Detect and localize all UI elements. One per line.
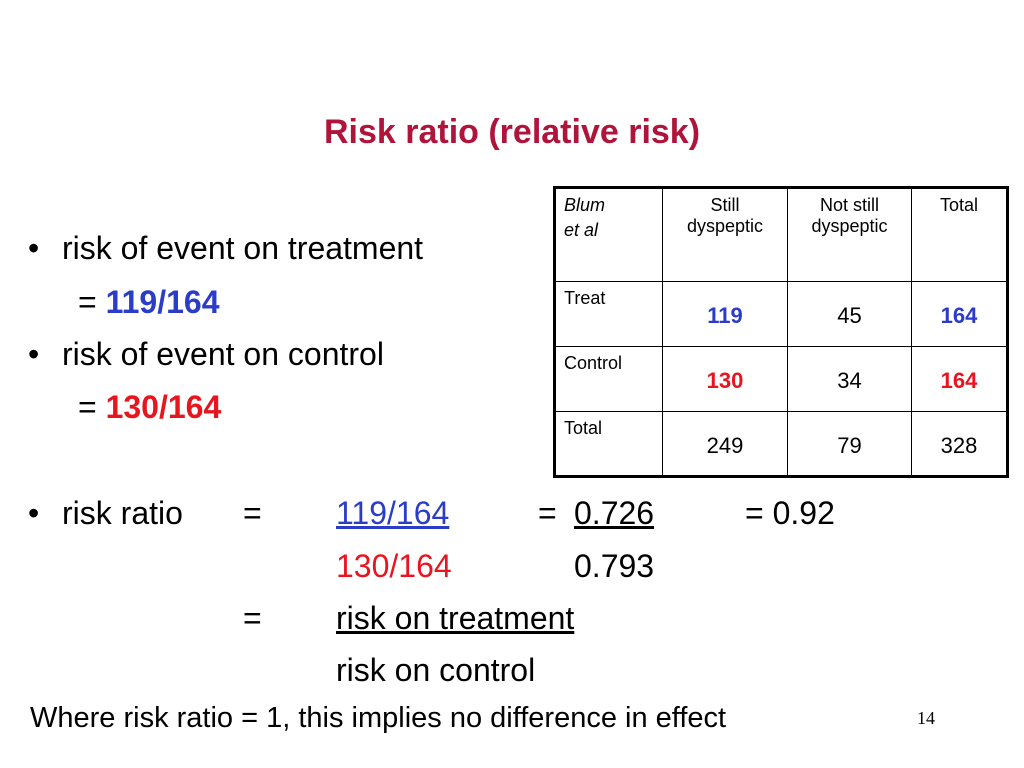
col-header-not-still-dyspeptic: Not still dyspeptic [787,187,912,282]
blum-data-table: Blum et al Still dyspeptic Not still dys… [553,186,1009,478]
equals-sign: = [78,389,97,425]
words-numerator: risk on treatment [336,600,575,636]
ratio-numerator: 119/164 [336,495,450,531]
cell-treat-still: 119 [662,281,788,347]
col-header-still-dyspeptic: Still dyspeptic [662,187,788,282]
bullet-dot: • [28,336,40,372]
cell-control-not-still: 34 [787,346,912,412]
control-fraction: 130/164 [105,389,222,425]
equals-sign: = [78,284,97,320]
bullet-risk-ratio: • risk ratio [28,493,183,533]
decimal-denominator: 0.793 [574,548,655,584]
table-corner-cell: Blum et al [554,187,663,282]
bullet-text: risk of event on treatment [62,230,424,266]
row-label-treat: Treat [554,281,663,347]
page-number: 14 [917,708,935,728]
bullet-dot: • [28,495,40,531]
bullet-control-risk: • risk of event on control [28,334,384,374]
control-risk-value: = 130/164 [78,387,221,427]
col-header-line2: dyspeptic [811,216,888,236]
cell-control-total: 164 [911,346,1008,412]
table-row: Treat 119 45 164 [554,281,1008,347]
ratio-equals: = [243,495,262,531]
cell-control-still: 130 [662,346,788,412]
col-header-line1: Still [710,195,740,215]
corner-label-line2: et al [564,220,599,240]
table-row: Total 249 79 328 [554,411,1008,477]
cell-treat-total: 164 [911,281,1008,347]
treatment-risk-value: = 119/164 [78,282,219,322]
ratio-denominator: 130/164 [336,548,452,584]
bullet-text: risk ratio [62,495,183,531]
col-header-line1: Not still [819,195,879,215]
col-header-total: Total [911,187,1008,282]
cell-total-not-still: 79 [787,411,912,477]
cell-treat-not-still: 45 [787,281,912,347]
row-label-control: Control [554,346,663,412]
cell-total-still: 249 [662,411,788,477]
footer-note: Where risk ratio = 1, this implies no di… [30,702,727,734]
col-header-line2: dyspeptic [686,216,764,236]
bullet-text: risk of event on control [62,336,384,372]
bullet-treatment-risk: • risk of event on treatment [28,228,423,268]
table-header-row: Blum et al Still dyspeptic Not still dys… [554,187,1008,282]
slide-title: Risk ratio (relative risk) [323,113,701,151]
row-label-total: Total [554,411,663,477]
ratio-result: = 0.92 [745,495,835,531]
decimal-numerator: 0.726 [574,495,655,531]
treatment-fraction: 119/164 [105,284,220,320]
ratio-equals-2: = [538,495,557,531]
bullet-dot: • [28,230,40,266]
words-equals: = [243,600,262,636]
words-denominator: risk on control [336,652,536,688]
corner-label-line1: Blum [564,195,606,215]
table-row: Control 130 34 164 [554,346,1008,412]
cell-total-total: 328 [911,411,1008,477]
